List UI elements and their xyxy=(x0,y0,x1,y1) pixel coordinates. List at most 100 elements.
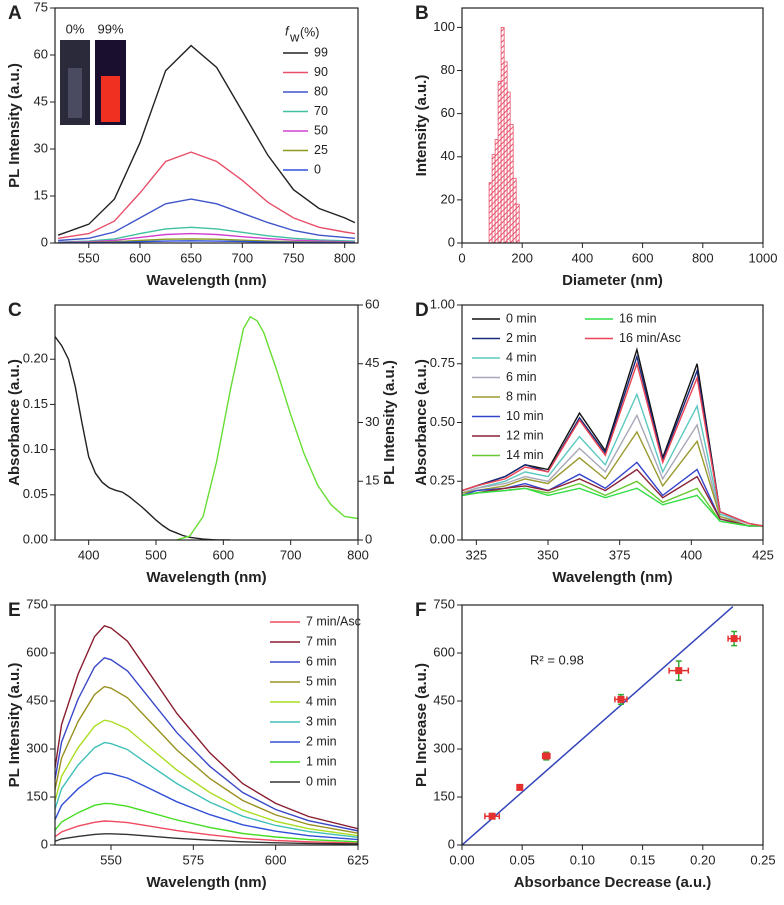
bar xyxy=(509,124,514,243)
legend-label: 2 min xyxy=(306,734,337,748)
panel: 550 575 600 625 0 150 300 450 600 750 E Wavelength … xyxy=(6,596,369,891)
series-line xyxy=(55,772,358,841)
inset-label: 99% xyxy=(97,21,123,36)
y-tick-label: 0.00 xyxy=(23,531,48,546)
plot-frame xyxy=(461,7,764,244)
y-tick-label: 15 xyxy=(34,187,48,202)
bar xyxy=(500,27,505,243)
x-tick-label: 600 xyxy=(632,250,654,265)
x-tick-label: 425 xyxy=(752,547,774,562)
series-line xyxy=(462,430,763,527)
x-tick-label: 600 xyxy=(212,547,234,562)
x-axis-title: Wavelength (nm) xyxy=(146,874,266,891)
y-tick-label: 0.15 xyxy=(23,396,48,411)
y-axis-title: Intensity (a.u.) xyxy=(413,75,430,177)
panel-label: B xyxy=(415,3,429,24)
y-tick-label: 150 xyxy=(433,788,455,803)
y-tick-label: 40 xyxy=(441,148,455,163)
series-line xyxy=(55,833,358,845)
plot-area xyxy=(462,346,763,527)
point xyxy=(617,695,625,703)
x-tick-label: 800 xyxy=(334,250,356,265)
x-axis-title: Wavelength (nm) xyxy=(552,569,672,586)
series-line xyxy=(58,232,355,243)
legend-label: 10 min xyxy=(506,409,544,423)
legend-label: 80 xyxy=(314,84,328,98)
x-tick-label: 0 xyxy=(458,250,465,265)
bar xyxy=(503,61,508,243)
plot-frame xyxy=(461,304,764,541)
y-tick-label: 300 xyxy=(26,740,48,755)
y-tick-label: 20 xyxy=(441,191,455,206)
legend-label: 3 min xyxy=(306,714,337,728)
legend-label: 7 min xyxy=(306,634,337,648)
x-axis-title: Wavelength (nm) xyxy=(146,569,266,586)
legend-label: 0 xyxy=(314,162,321,176)
plot-area xyxy=(55,624,358,845)
plot-frame xyxy=(54,604,359,846)
x-tick-label: 400 xyxy=(680,547,702,562)
inset-vial xyxy=(68,68,82,118)
x-tick-label: 0.10 xyxy=(570,852,595,867)
y-tick-label: 0.25 xyxy=(430,473,455,488)
series-line xyxy=(55,336,231,540)
x-tick-label: 550 xyxy=(78,250,100,265)
plot-area xyxy=(462,606,741,845)
y2-axis-title: PL Intensity (a.u.) xyxy=(381,360,398,485)
legend-label: 90 xyxy=(314,65,328,79)
legend-label: 0 min xyxy=(306,774,337,788)
legend-label: 14 min xyxy=(506,448,544,462)
legend-label: 16 min/Asc xyxy=(619,331,681,345)
point xyxy=(542,752,550,760)
x-tick-label: 400 xyxy=(572,250,594,265)
legend-title-sub: w xyxy=(289,29,300,44)
x-tick-label: 575 xyxy=(182,852,204,867)
panel: 400 500 600 700 800 0.00 0.05 0.10 0.15 0.20 0 15 30… xyxy=(6,296,398,586)
legend-label: 2 min xyxy=(506,331,537,345)
plot-area xyxy=(55,315,358,540)
panel-label: A xyxy=(8,3,22,24)
x-tick-label: 650 xyxy=(180,250,202,265)
x-tick-label: 350 xyxy=(537,547,559,562)
series-line xyxy=(55,685,358,834)
bar xyxy=(491,154,496,243)
legend-label: 4 min xyxy=(306,694,337,708)
y2-tick-label: 45 xyxy=(365,355,379,370)
plot-frame xyxy=(54,304,359,541)
y2-tick-label: 60 xyxy=(365,296,379,311)
bar xyxy=(497,80,502,243)
x-tick-label: 800 xyxy=(347,547,369,562)
legend-label: 4 min xyxy=(506,350,537,364)
series-line xyxy=(462,468,763,527)
x-tick-label: 375 xyxy=(609,547,631,562)
series-line xyxy=(58,226,355,243)
fit-line xyxy=(462,606,734,845)
y-tick-label: 0.10 xyxy=(23,441,48,456)
point xyxy=(730,635,738,643)
x-tick-label: 550 xyxy=(100,852,122,867)
panel-label: D xyxy=(415,300,429,321)
point xyxy=(516,783,524,791)
x-tick-label: 0.20 xyxy=(690,852,715,867)
legend-label: 6 min xyxy=(306,654,337,668)
legend-label: 50 xyxy=(314,123,328,137)
x-tick-label: 800 xyxy=(692,250,714,265)
y-tick-label: 0 xyxy=(41,234,48,249)
panel-label: E xyxy=(8,600,21,621)
x-tick-label: 0.00 xyxy=(449,852,474,867)
x-tick-label: 500 xyxy=(145,547,167,562)
y-tick-label: 600 xyxy=(433,644,455,659)
legend-title: f xyxy=(285,23,290,38)
x-tick-label: 0.25 xyxy=(750,852,775,867)
panel: 325 350 375 400 425 0.00 0.25 0.50 0.75 1.00D Wave… xyxy=(413,296,774,586)
panel: 0 200 400 600 800 1000 0 20 40 60 80 100 B Diameter (… xyxy=(413,3,777,289)
series-line xyxy=(58,198,355,242)
point xyxy=(488,812,496,820)
y-tick-label: 100 xyxy=(433,19,455,34)
x-tick-label: 700 xyxy=(231,250,253,265)
plot-area xyxy=(488,27,520,243)
x-tick-label: 200 xyxy=(511,250,533,265)
x-tick-label: 600 xyxy=(265,852,287,867)
y-axis-title: Absorbance (a.u.) xyxy=(6,359,23,486)
x-axis-title: Absorbance Decrease (a.u.) xyxy=(514,874,712,891)
